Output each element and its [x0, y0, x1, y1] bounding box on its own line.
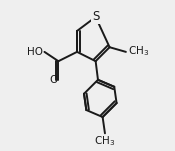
Text: HO: HO — [27, 47, 43, 57]
Text: O: O — [49, 75, 57, 85]
Text: CH$_3$: CH$_3$ — [94, 135, 116, 148]
Text: S: S — [92, 10, 99, 24]
Text: CH$_3$: CH$_3$ — [128, 44, 149, 58]
